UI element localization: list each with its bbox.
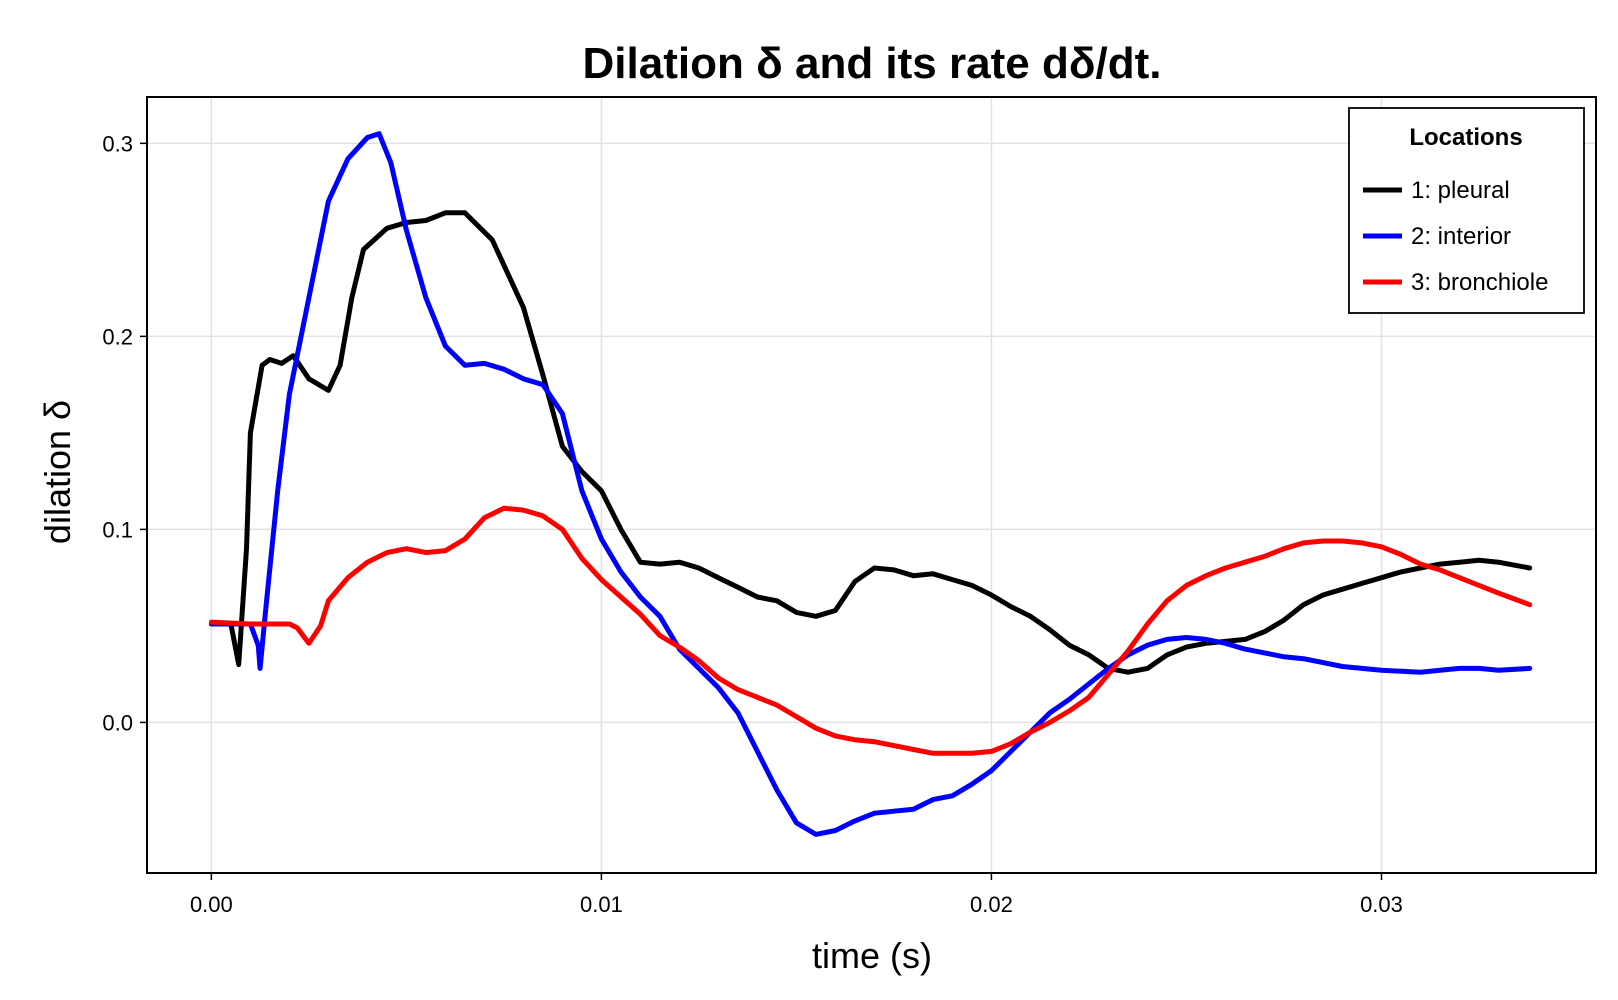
x-tick-label: 0.02 (970, 892, 1013, 917)
x-tick-label: 0.00 (190, 892, 233, 917)
legend-entries: 1: pleural 2: interior 3: bronchiole (1363, 177, 1548, 296)
x-tick-label: 0.03 (1360, 892, 1403, 917)
series-line-3 (208, 505, 1533, 756)
series-line-2 (208, 131, 1533, 837)
y-tick-label: 0.2 (102, 324, 133, 349)
y-tick-label: 0.1 (102, 517, 133, 542)
legend-label: 3: bronchiole (1411, 269, 1548, 296)
axis-ticks: 0.00 0.01 0.02 0.03 0.0 0.1 0.2 0.3 (102, 131, 1402, 917)
series-line-1 (208, 210, 1533, 675)
x-tick-label: 0.01 (580, 892, 623, 917)
y-tick-label: 0.3 (102, 131, 133, 156)
legend-box (1348, 107, 1585, 314)
plot-frame (146, 96, 1597, 874)
legend-title: Locations (1409, 124, 1522, 151)
legend-label: 1: pleural (1411, 177, 1510, 204)
x-axis-label: time (s) (812, 935, 932, 976)
chart-title: Dilation δ and its rate dδ/dt. (583, 39, 1162, 88)
legend-label: 2: interior (1411, 223, 1511, 250)
legend: Locations 1: pleural 2: interior 3: bronch… (1348, 107, 1585, 314)
y-tick-label: 0.0 (102, 710, 133, 735)
y-axis-label: dilation δ (37, 400, 78, 544)
series-layer (208, 131, 1533, 837)
